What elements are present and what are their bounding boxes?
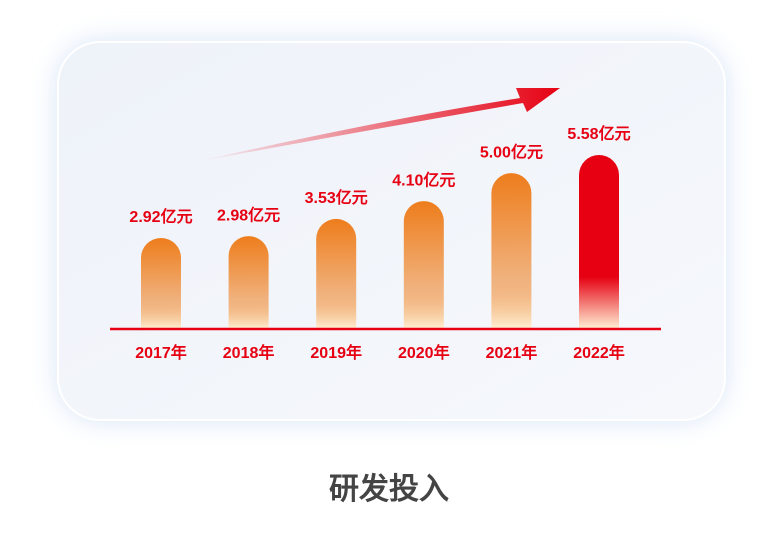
bar	[316, 218, 357, 329]
card	[57, 41, 726, 421]
value-label: 2.98亿元	[217, 205, 280, 224]
bar	[228, 236, 269, 329]
plot-area: 2.92亿元 2017年 2.98亿元 2018年 3.53亿元 2019年 4.10亿元 2…	[129, 124, 630, 362]
value-label: 4.10亿元	[392, 170, 455, 189]
x-tick-label: 2020年	[398, 343, 450, 362]
bar	[579, 155, 619, 329]
trend-arrow	[195, 88, 560, 162]
value-label: 3.53亿元	[305, 188, 368, 207]
x-tick-label: 2017年	[135, 343, 187, 362]
bar	[491, 173, 532, 329]
bar	[403, 201, 444, 329]
chart-title: 研发投入	[329, 473, 449, 506]
value-label: 5.00亿元	[480, 142, 543, 161]
x-tick-label: 2021年	[486, 343, 538, 362]
x-tick-label: 2022年	[573, 343, 625, 362]
x-tick-label: 2018年	[223, 343, 275, 362]
bar	[141, 237, 181, 329]
value-label: 5.58亿元	[567, 124, 630, 143]
value-label: 2.92亿元	[129, 207, 192, 226]
x-tick-label: 2019年	[310, 343, 362, 362]
